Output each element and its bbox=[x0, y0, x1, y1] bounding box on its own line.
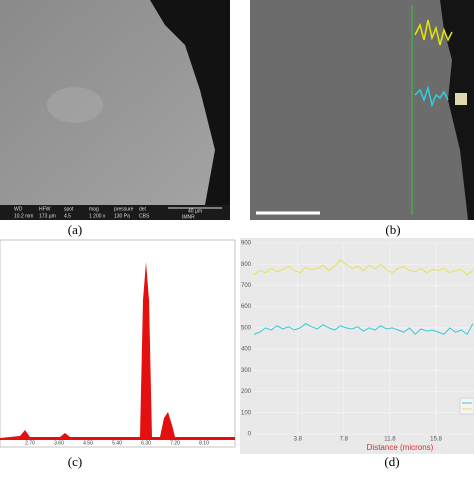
x-tick-label: 7.8 bbox=[340, 437, 349, 443]
x-tick-label: 3.8 bbox=[294, 437, 303, 443]
panel-b: (b) bbox=[250, 0, 474, 237]
y-tick-label: 700 bbox=[241, 283, 252, 289]
info-header: spot bbox=[64, 206, 74, 212]
grain bbox=[47, 87, 103, 123]
panel-label: (b) bbox=[385, 222, 400, 237]
info-value: 10.2 mm bbox=[14, 213, 33, 219]
panel-c: 2.70 3.60 4.50 5.40 6.30 7.20 8.10 (c) bbox=[0, 239, 236, 469]
y-tick-label: 500 bbox=[241, 325, 252, 331]
info-bar bbox=[0, 205, 230, 220]
info-value: CBS bbox=[139, 213, 150, 219]
y-tick-label: 100 bbox=[241, 410, 252, 416]
x-tick-label: 3.60 bbox=[54, 440, 64, 446]
x-tick-label: 7.20 bbox=[170, 440, 180, 446]
spectrum-frame bbox=[0, 239, 236, 448]
profile-trace bbox=[414, 85, 449, 108]
info-value: 130 Pa bbox=[114, 213, 130, 219]
dark-region bbox=[440, 0, 474, 220]
x-axis-label: Distance (microns) bbox=[367, 443, 434, 452]
info-header: WD bbox=[14, 206, 23, 212]
x-tick-label: 6.30 bbox=[141, 440, 151, 446]
profile-trace bbox=[414, 19, 453, 46]
panel-label: (c) bbox=[68, 454, 82, 469]
x-tick-label: 8.10 bbox=[199, 440, 209, 446]
panel-d: Distance (microns) (d) 0 100 200 300 400 500 6… bbox=[240, 238, 474, 469]
institution: IMNR bbox=[182, 214, 195, 220]
x-tick-label: 15.8 bbox=[430, 437, 442, 443]
y-tick-label: 800 bbox=[241, 262, 252, 268]
panel-label: (a) bbox=[68, 222, 82, 237]
x-tick-label: 2.70 bbox=[25, 440, 35, 446]
y-tick-label: 900 bbox=[241, 241, 252, 247]
info-value: 4.5 bbox=[64, 213, 71, 219]
info-value: 1 200 x bbox=[89, 213, 106, 219]
series-line bbox=[253, 259, 474, 276]
info-header: pressure bbox=[114, 206, 134, 212]
info-value: 173 µm bbox=[39, 213, 56, 219]
x-tick-label: 5.40 bbox=[112, 440, 122, 446]
x-tick-label: 4.50 bbox=[83, 440, 93, 446]
series-line bbox=[253, 323, 474, 335]
info-header: det bbox=[139, 206, 147, 212]
y-tick-label: 600 bbox=[241, 304, 252, 310]
scale-text: 40 µm bbox=[188, 208, 202, 214]
info-header: HFW bbox=[39, 206, 51, 212]
plot-background bbox=[240, 238, 474, 454]
sem-image bbox=[250, 0, 474, 220]
dark-region bbox=[150, 0, 230, 205]
panel-label: (d) bbox=[384, 454, 399, 469]
marker-box bbox=[455, 93, 467, 105]
x-tick-label: 11.8 bbox=[384, 437, 396, 443]
y-tick-label: 400 bbox=[241, 347, 252, 353]
info-header: mag bbox=[89, 206, 99, 212]
y-tick-label: 0 bbox=[248, 432, 252, 438]
y-tick-label: 200 bbox=[241, 389, 252, 395]
y-tick-label: 300 bbox=[241, 368, 252, 374]
legend-box bbox=[459, 397, 474, 415]
